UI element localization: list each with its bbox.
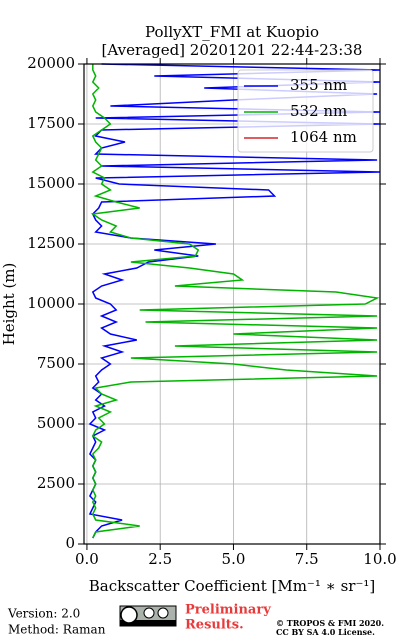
x-tick-label: 10.0 (363, 550, 396, 568)
legend-label: 355 nm (290, 76, 347, 94)
y-tick-label: 2500 (37, 474, 75, 492)
cc-logo (119, 605, 177, 627)
y-tick-label: 15000 (27, 174, 75, 192)
y-tick-label: 5000 (37, 414, 75, 432)
y-tick-label: 0 (65, 534, 75, 552)
y-tick-label: 10000 (27, 294, 75, 312)
legend-label: 1064 nm (290, 128, 357, 146)
x-tick-label: 2.5 (148, 550, 172, 568)
legend-label: 532 nm (290, 102, 347, 120)
legend-box (237, 69, 374, 153)
y-axis-label: Height (m) (0, 263, 18, 346)
legend: 355 nm 532 nm 1064 nm (237, 69, 374, 153)
chart-title: PollyXT_FMI at Kuopio (145, 23, 319, 41)
plot-frame (83, 63, 381, 545)
version: Version: 2.0 (7, 607, 80, 621)
method: Method: Raman (8, 623, 106, 637)
x-tick-label: 7.5 (295, 550, 319, 568)
y-tick-label: 20000 (27, 54, 75, 72)
y-tick-label: 12500 (27, 234, 75, 252)
x-axis-label: Backscatter Coefficient [Mm⁻¹ ∗ sr⁻¹] (89, 577, 376, 595)
y-tick-label: 7500 (37, 354, 75, 372)
x-tick-label: 5.0 (222, 550, 246, 568)
preliminary: Preliminary (185, 603, 271, 618)
copyright: CC BY SA 4.0 License. (276, 627, 375, 637)
x-tick-label: 0.0 (75, 550, 99, 568)
y-tick-label: 17500 (27, 114, 75, 132)
profile-line (90, 64, 380, 539)
preliminary: Results. (185, 618, 244, 633)
copyright: © TROPOS & FMI 2020. (276, 618, 384, 628)
chart-subtitle: [Averaged] 20201201 22:44-23:38 (102, 41, 363, 59)
